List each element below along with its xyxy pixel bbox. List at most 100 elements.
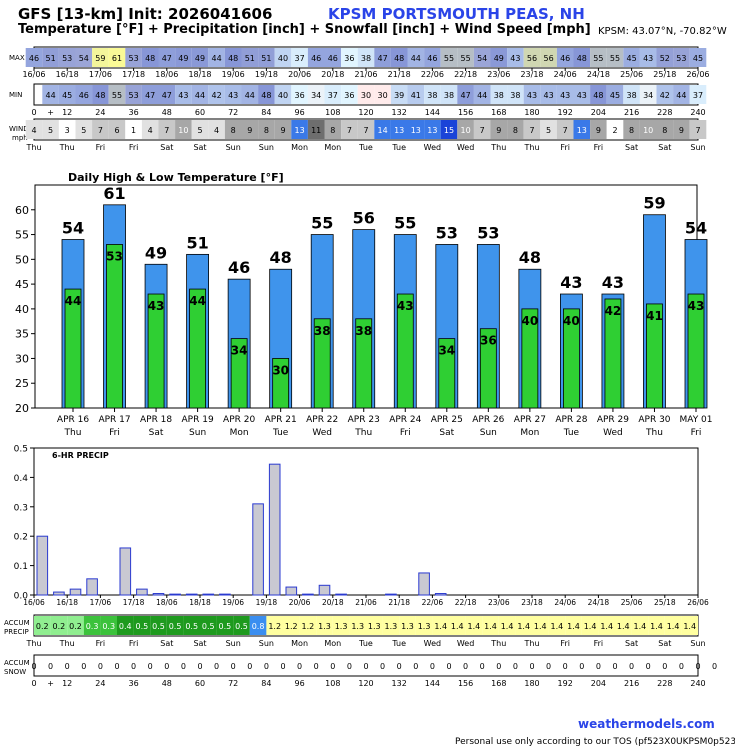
hour-label: 60 bbox=[195, 108, 205, 117]
max-row-label: MAX bbox=[9, 54, 25, 62]
max-temp-cell bbox=[473, 48, 491, 67]
accum-day-label: Sun bbox=[226, 639, 241, 648]
max-temp-cell bbox=[490, 48, 508, 67]
min-temp-cell-value: 47 bbox=[461, 91, 471, 100]
accum-precip-cell bbox=[449, 616, 466, 635]
max-temp-cell-value: 36 bbox=[344, 54, 354, 63]
wind-cell bbox=[556, 120, 574, 139]
wind-cell-value: 10 bbox=[178, 126, 188, 135]
temp-x-date-label: APR 24 bbox=[389, 415, 421, 425]
snow-hour-label: 36 bbox=[129, 679, 139, 688]
min-temp-cell-value: 43 bbox=[527, 91, 537, 100]
accum-day-label: Fri bbox=[594, 639, 604, 648]
wind-cell-value: 4 bbox=[148, 126, 153, 135]
min-row-label: MIN bbox=[9, 91, 22, 99]
max-temp-cell-value: 38 bbox=[361, 54, 371, 63]
precip-y-tick-label: 0.3 bbox=[14, 503, 28, 513]
accum-precip-cell bbox=[382, 616, 400, 635]
max-temp-cell-value: 40 bbox=[278, 54, 288, 63]
wind-cell-value: 10 bbox=[461, 126, 471, 135]
accum-precip-value: 0.5 bbox=[136, 622, 149, 631]
accum-precip-cell bbox=[216, 616, 234, 635]
min-temp-cell bbox=[92, 85, 109, 104]
temp-x-date-label: APR 28 bbox=[555, 415, 587, 425]
min-temp-cell-value: 45 bbox=[62, 91, 72, 100]
hour-label: 84 bbox=[261, 108, 271, 117]
day-label: Thu bbox=[25, 143, 41, 152]
high-temp-label: 61 bbox=[103, 184, 125, 203]
accum-snow-value: 0 bbox=[65, 662, 70, 671]
hour-label: + bbox=[47, 108, 54, 117]
wind-cell bbox=[158, 120, 176, 139]
low-temp-label: 34 bbox=[438, 344, 455, 358]
min-temp-cell bbox=[274, 85, 292, 104]
min-temp-cell-value: 38 bbox=[427, 91, 437, 100]
max-temp-cell bbox=[108, 48, 126, 67]
accum-precip-value: 1.4 bbox=[534, 622, 547, 631]
temp-x-day-label: Mon bbox=[520, 428, 539, 438]
max-temp-cell bbox=[241, 48, 259, 67]
max-temp-cell bbox=[590, 48, 607, 67]
max-temp-cell bbox=[440, 48, 458, 67]
low-temp-label: 43 bbox=[148, 299, 165, 313]
min-temp-cell-value: 43 bbox=[178, 91, 188, 100]
accum-day-label: Sun bbox=[690, 639, 705, 648]
wind-cell bbox=[241, 120, 259, 139]
hour-label: 144 bbox=[425, 108, 440, 117]
max-temp-cell-value: 59 bbox=[95, 54, 105, 63]
brand-link[interactable]: weathermodels.com bbox=[578, 717, 715, 731]
max-temp-cell bbox=[540, 48, 557, 67]
low-temp-label: 40 bbox=[522, 314, 539, 328]
snow-hour-label: 168 bbox=[491, 679, 506, 688]
accum-snow-value: 0 bbox=[131, 662, 136, 671]
high-temp-label: 56 bbox=[353, 209, 375, 228]
accum-day-label: Sat bbox=[160, 639, 173, 648]
wind-cell-value: 7 bbox=[563, 126, 568, 135]
min-temp-cell bbox=[590, 85, 607, 104]
snow-hour-label: + bbox=[47, 679, 54, 688]
date-label: 25/18 bbox=[653, 70, 676, 79]
min-temp-cell-value: 48 bbox=[95, 91, 105, 100]
low-temp-label: 43 bbox=[397, 299, 414, 313]
accum-snow-value: 0 bbox=[646, 662, 651, 671]
precip-x-date-label: 19/06 bbox=[222, 598, 244, 607]
snow-hour-label: 180 bbox=[524, 679, 539, 688]
accum-precip-cell bbox=[515, 616, 532, 635]
min-temp-cell bbox=[374, 85, 391, 104]
wind-cell bbox=[75, 120, 93, 139]
min-temp-cell-value: 41 bbox=[411, 91, 421, 100]
wind-cell-value: 4 bbox=[214, 126, 219, 135]
accum-day-label: Sat bbox=[193, 639, 206, 648]
min-temp-cell-value: 43 bbox=[577, 91, 587, 100]
accum-snow-value: 0 bbox=[181, 662, 186, 671]
max-temp-cell bbox=[92, 48, 109, 67]
min-temp-cell bbox=[490, 85, 508, 104]
min-temp-cell-value: 48 bbox=[593, 91, 603, 100]
accum-precip-cell bbox=[581, 616, 599, 635]
wind-cell-value: 13 bbox=[411, 126, 421, 135]
wind-cell-value: 8 bbox=[330, 126, 335, 135]
max-temp-cell-value: 52 bbox=[660, 54, 670, 63]
min-temp-cell bbox=[606, 85, 624, 104]
precip-y-tick-label: 0.0 bbox=[14, 592, 29, 602]
wind-row-label: WIND bbox=[9, 125, 29, 133]
max-temp-cell-value: 55 bbox=[444, 54, 454, 63]
accum-precip-cell bbox=[83, 616, 101, 635]
wind-cell bbox=[58, 120, 76, 139]
accum-snow-value: 0 bbox=[214, 662, 219, 671]
accum-snow-value: 0 bbox=[695, 662, 700, 671]
max-temp-cell-value: 44 bbox=[411, 54, 421, 63]
min-temp-cell bbox=[673, 85, 690, 104]
accum-precip-cell bbox=[681, 616, 698, 635]
temp-x-day-label: Sat bbox=[439, 428, 454, 438]
min-temp-cell-value: 30 bbox=[361, 91, 371, 100]
snow-hour-label: 12 bbox=[62, 679, 72, 688]
min-temp-cell-value: 47 bbox=[145, 91, 155, 100]
low-temp-label: 30 bbox=[272, 363, 289, 377]
max-temp-cell bbox=[407, 48, 425, 67]
accum-snow-value: 0 bbox=[413, 662, 418, 671]
min-temp-cell-value: 44 bbox=[245, 91, 255, 100]
low-temp-label: 53 bbox=[106, 249, 123, 263]
accum-precip-value: 1.3 bbox=[335, 622, 348, 631]
accum-precip-cell bbox=[316, 616, 333, 635]
